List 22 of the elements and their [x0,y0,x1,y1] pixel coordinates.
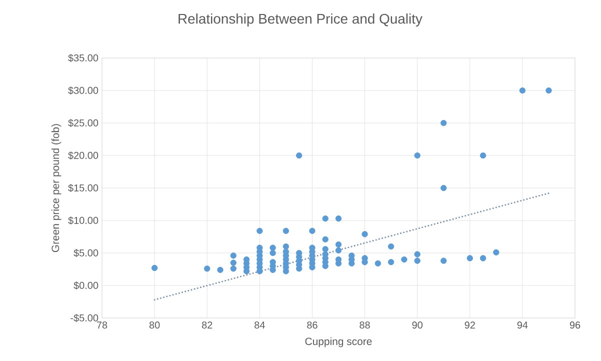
x-tick-label: 96 [570,322,580,329]
x-tick-label: 86 [307,322,318,329]
x-tick-label: 92 [464,322,475,329]
y-tick-label: $10.00 [68,216,98,225]
y-tick-label: $0.00 [74,281,98,290]
y-tick-label: $25.00 [68,118,98,128]
y-tick-label: -$5.00 [70,314,98,322]
chart-title: Relationship Between Price and Quality [178,13,422,26]
x-axis-title: Cupping score [305,337,372,348]
x-tick-label: 78 [96,322,108,329]
x-tick-label: 84 [254,322,265,329]
y-tick-label: $30.00 [68,86,98,95]
y-axis-title: Green price per pound (fob) [51,124,62,252]
y-tick-label: $5.00 [74,248,98,258]
y-tick-label: $15.00 [68,184,98,192]
x-tick-label: 88 [360,322,370,329]
y-tick-label: $20.00 [68,151,98,160]
x-tick-label: 90 [412,322,422,329]
y-tick-label: $35.00 [68,54,98,62]
x-tick-label: 94 [517,322,528,329]
x-tick-label: 80 [149,322,160,329]
x-tick-label: 82 [202,322,212,329]
